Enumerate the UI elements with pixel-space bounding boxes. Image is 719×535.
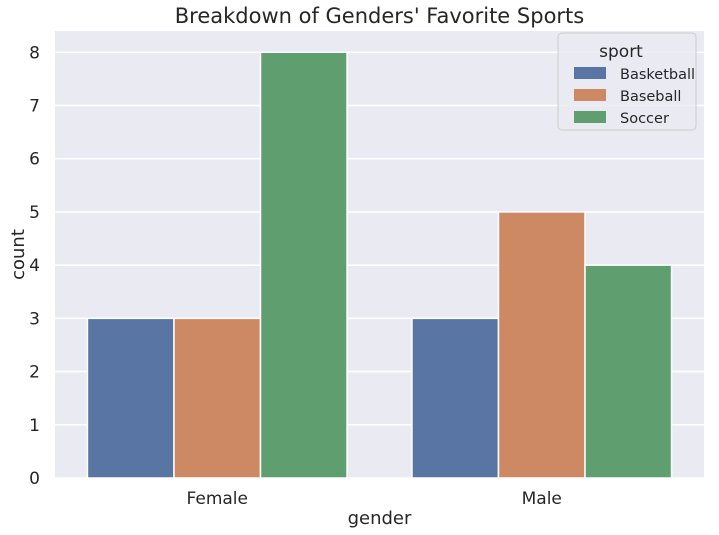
bar-baseball-male [497, 211, 586, 479]
x-tick-label: Female [187, 489, 248, 509]
y-tick-label: 3 [29, 309, 40, 329]
y-tick-label: 1 [29, 416, 40, 436]
legend: sport Basketball Baseball Soccer [557, 32, 697, 131]
bar-baseball-female [173, 317, 262, 479]
y-ticks: 0 1 2 3 4 5 6 7 8 [29, 43, 40, 489]
y-axis-label: count [8, 229, 29, 280]
legend-label-soccer: Soccer [620, 111, 669, 127]
x-ticks: Female Male [187, 489, 562, 509]
y-tick-label: 7 [29, 97, 40, 117]
legend-swatch-baseball [574, 89, 606, 101]
bar-soccer-female [259, 51, 348, 479]
legend-label-baseball: Baseball [620, 89, 681, 105]
y-tick-label: 6 [29, 150, 40, 170]
legend-swatch-soccer [574, 111, 606, 123]
legend-box [557, 32, 697, 131]
bars [86, 51, 673, 479]
y-tick-label: 2 [29, 363, 40, 383]
chart-title: Breakdown of Genders' Favorite Sports [175, 4, 584, 28]
x-axis-label: gender [348, 508, 412, 529]
legend-label-basketball: Basketball [620, 67, 695, 83]
y-tick-label: 4 [29, 256, 40, 276]
x-tick-label: Male [522, 489, 562, 509]
y-tick-label: 0 [29, 469, 40, 489]
y-tick-label: 8 [29, 43, 40, 63]
y-tick-label: 5 [29, 203, 40, 223]
bar-basketball-male [411, 317, 500, 479]
bar-soccer-male [584, 264, 673, 479]
legend-title: sport [599, 42, 643, 62]
bar-basketball-female [86, 317, 175, 479]
legend-swatch-basketball [574, 67, 606, 79]
